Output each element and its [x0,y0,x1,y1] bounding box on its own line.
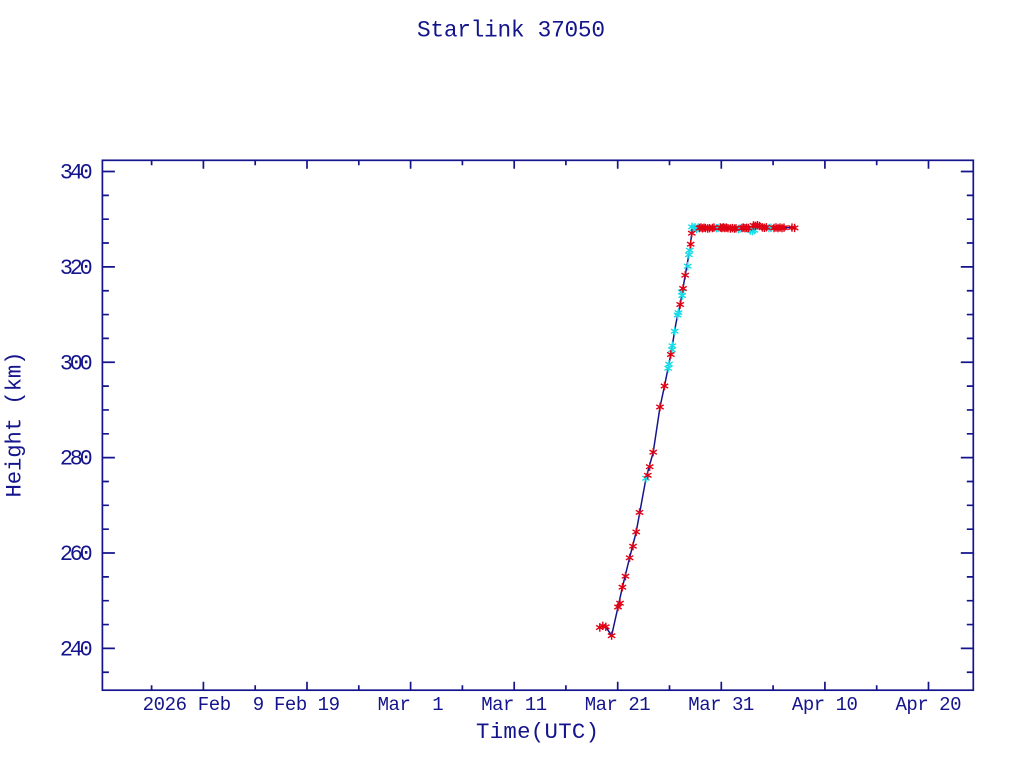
svg-text:Mar 21: Mar 21 [585,694,651,716]
svg-text:Starlink 37050: Starlink 37050 [417,17,605,43]
svg-text:300: 300 [60,351,93,376]
svg-text:280: 280 [60,447,93,472]
svg-text:320: 320 [60,256,93,281]
svg-text:Feb 19: Feb 19 [274,694,340,716]
svg-text:2026 Feb 9: 2026 Feb 9 [143,694,265,716]
svg-text:Height (km): Height (km) [2,352,28,498]
svg-text:Mar 31: Mar 31 [688,694,754,716]
svg-text:Time(UTC): Time(UTC) [476,719,599,745]
svg-text:340: 340 [60,161,93,186]
svg-text:Mar 11: Mar 11 [481,694,547,716]
svg-text:Apr 20: Apr 20 [896,694,962,716]
svg-text:Mar 1: Mar 1 [378,694,444,716]
svg-text:240: 240 [60,637,93,662]
svg-text:Apr 10: Apr 10 [792,694,858,716]
svg-text:260: 260 [60,542,93,567]
